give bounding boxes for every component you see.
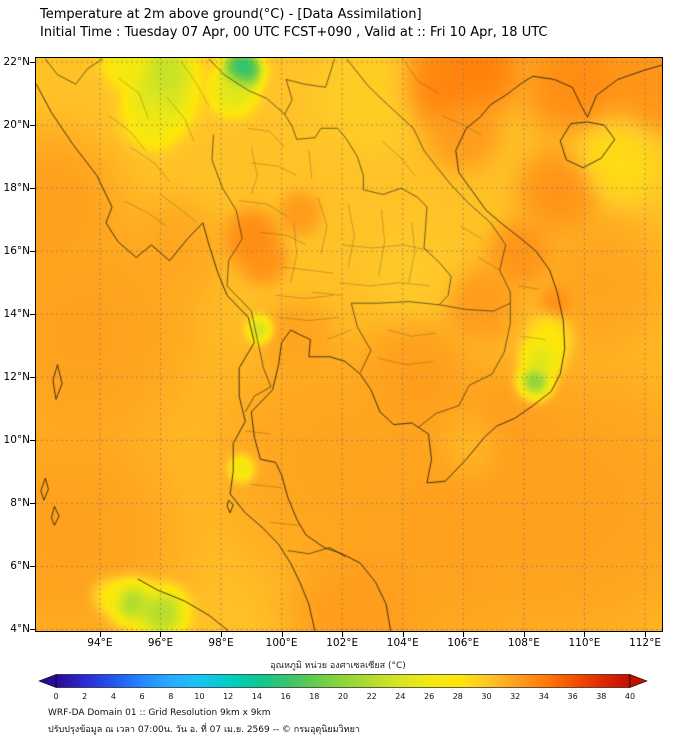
colorbar-tick-label: 0 — [53, 692, 59, 701]
lon-tick-mark — [523, 632, 525, 637]
colorbar-tick-label: 6 — [139, 692, 145, 701]
lat-tick-label: 8°N — [10, 497, 30, 510]
lat-tick-label: 22°N — [3, 56, 30, 69]
lon-tick-mark — [221, 632, 223, 637]
lon-tick-mark — [99, 632, 101, 637]
lon-tick-label: 102°E — [326, 637, 359, 649]
lat-tick-mark — [30, 503, 35, 505]
colorbar-tick-label: 28 — [452, 692, 463, 701]
colorbar-tick-label: 12 — [223, 692, 234, 701]
colorbar-tick-label: 36 — [567, 692, 578, 701]
lat-tick-label: 4°N — [10, 623, 30, 636]
colorbar-left-arrow — [38, 674, 57, 688]
lat-tick-label: 18°N — [3, 182, 30, 195]
lon-tick-mark — [160, 632, 162, 637]
lon-tick-label: 108°E — [507, 637, 540, 649]
colorbar-tick-label: 8 — [168, 692, 174, 701]
lat-tick-mark — [30, 188, 35, 190]
colorbar-tick-label: 14 — [251, 692, 262, 701]
lat-tick-label: 10°N — [3, 434, 30, 447]
lat-tick-label: 16°N — [3, 245, 30, 258]
colorbar-tick-label: 20 — [337, 692, 349, 701]
lat-tick-label: 12°N — [3, 371, 30, 384]
colorbar-gradient — [38, 674, 648, 688]
lon-tick-label: 96°E — [147, 637, 174, 649]
lon-tick-label: 98°E — [208, 637, 234, 649]
lat-tick-mark — [30, 377, 35, 379]
colorbar-tick-label: 38 — [596, 692, 607, 701]
colorbar-tick-label: 24 — [395, 692, 406, 701]
colorbar-right-arrow — [629, 674, 648, 688]
colorbar-tick-label: 4 — [110, 692, 116, 701]
colorbar-tick-label: 16 — [280, 692, 291, 701]
lon-tick-label: 100°E — [265, 637, 298, 649]
footer-update-info: ปรับปรุงข้อมูล ณ เวลา 07:00น. วัน อ. ที่… — [48, 725, 360, 735]
colorbar-tick-label: 26 — [424, 692, 435, 701]
lon-tick-label: 104°E — [386, 637, 419, 649]
page-subtitle: Initial Time : Tuesday 07 Apr, 00 UTC FC… — [40, 25, 548, 40]
colorbar-tick-label: 32 — [510, 692, 521, 701]
lat-tick-mark — [30, 314, 35, 316]
lon-tick-mark — [463, 632, 465, 637]
footer-domain-info: WRF-DA Domain 01 :: Grid Resolution 9km … — [48, 708, 271, 718]
colorbar-tick-label: 2 — [82, 692, 88, 701]
lat-tick-mark — [30, 629, 35, 631]
lon-tick-label: 112°E — [629, 637, 661, 649]
lon-tick-mark — [584, 632, 586, 637]
lat-tick-mark — [30, 566, 35, 568]
map-frame — [35, 57, 663, 632]
lat-tick-mark — [30, 251, 35, 253]
colorbar-tick-label: 34 — [538, 692, 549, 701]
lon-tick-mark — [342, 632, 344, 637]
lat-tick-mark — [30, 440, 35, 442]
temperature-field-canvas — [36, 58, 662, 631]
lat-tick-mark — [30, 125, 35, 127]
colorbar-tick-label: 30 — [481, 692, 492, 701]
colorbar-label: อุณหภูมิ หน่วย องศาเซลเซียส (°C) — [270, 661, 406, 671]
lat-tick-label: 20°N — [3, 119, 30, 132]
colorbar-tick-label: 10 — [194, 692, 205, 701]
lon-tick-mark — [645, 632, 647, 637]
lon-tick-label: 94°E — [87, 637, 113, 649]
lon-tick-label: 106°E — [447, 637, 480, 649]
lat-tick-label: 14°N — [3, 308, 30, 321]
lat-tick-label: 6°N — [10, 560, 30, 573]
lat-tick-mark — [30, 62, 35, 64]
colorbar-tick-label: 18 — [309, 692, 320, 701]
lon-tick-mark — [281, 632, 283, 637]
lon-tick-label: 110°E — [568, 637, 601, 649]
colorbar-tick-label: 22 — [366, 692, 377, 701]
colorbar-tick-label: 40 — [624, 692, 636, 701]
page-title: Temperature at 2m above ground(°C) - [Da… — [40, 7, 422, 22]
lon-tick-mark — [402, 632, 404, 637]
